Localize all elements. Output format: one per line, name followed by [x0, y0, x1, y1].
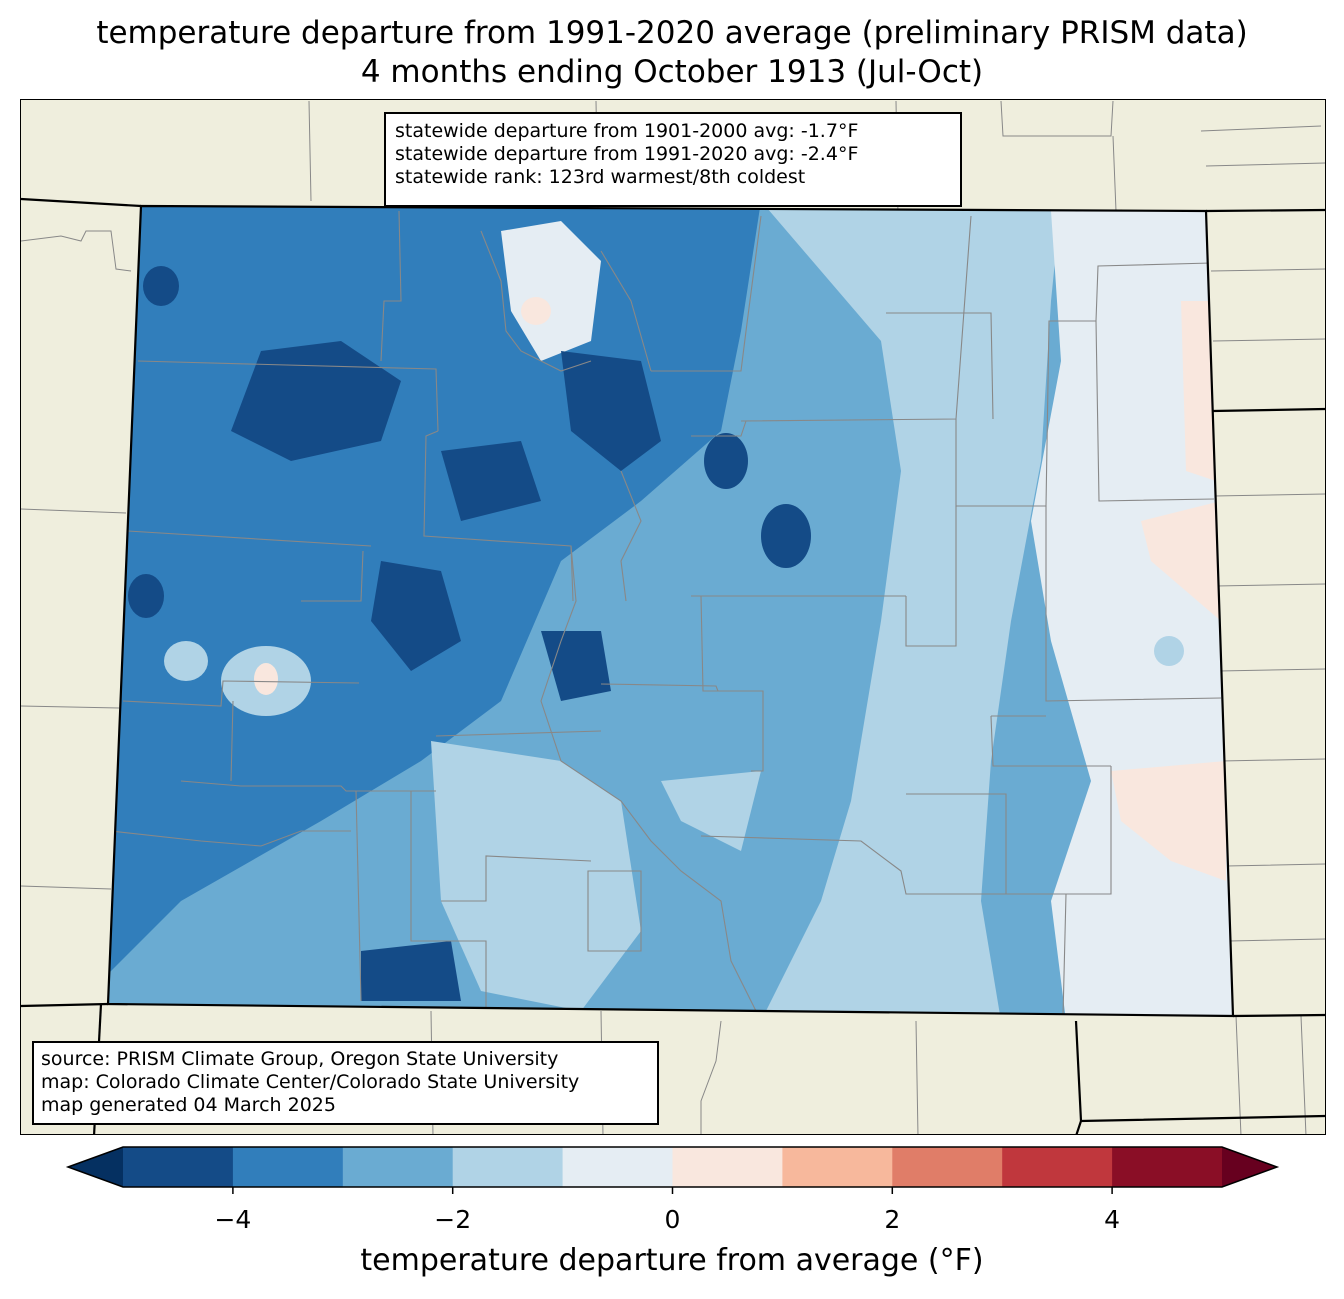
colorbar-bin-1: [232, 1147, 344, 1187]
colorbar-bin-2: [342, 1147, 454, 1187]
colorbar-under-arrow: [68, 1147, 123, 1187]
colorbar-bin-3: [452, 1147, 564, 1187]
colorado-map: [21, 100, 1325, 1134]
map-subtitle: 4 months ending October 1913 (Jul-Oct): [360, 54, 984, 90]
colorbar-tick-label: 2: [884, 1205, 901, 1234]
colorbar-bin-0: [123, 1147, 234, 1187]
colorbar-bin-8: [1002, 1147, 1113, 1187]
colorbar-outline: [65, 1146, 1280, 1188]
colorbar-bin-7: [892, 1147, 1003, 1187]
colorado-county-lines: [110, 210, 1222, 1016]
colorbar-bin-4: [562, 1147, 673, 1187]
stats-line-1991-2020: statewide departure from 1991-2020 avg: …: [395, 143, 859, 165]
credits-map: map: Colorado Climate Center/Colorado St…: [41, 1071, 580, 1093]
stats-line-rank: statewide rank: 123rd warmest/8th coldes…: [395, 166, 806, 188]
credits-source: source: PRISM Climate Group, Oregon Stat…: [41, 1048, 559, 1070]
colorbar-bin-9: [1112, 1147, 1223, 1187]
colorbar-over-arrow: [1222, 1147, 1277, 1187]
stats-line-1901-2000: statewide departure from 1901-2000 avg: …: [395, 120, 859, 142]
colorbar-label: temperature departure from average (°F): [360, 1243, 984, 1278]
colorbar-tick-label: −4: [214, 1205, 252, 1234]
credits-generated: map generated 04 March 2025: [41, 1094, 336, 1116]
neighbor-state-borders: [21, 197, 1325, 1134]
statewide-stats-box: statewide departure from 1901-2000 avg: …: [384, 112, 962, 207]
colorbar-bin-5: [672, 1147, 783, 1187]
map-title: temperature departure from 1991-2020 ave…: [96, 15, 1248, 51]
map-panel: [20, 99, 1326, 1135]
colorbar-bin-6: [782, 1147, 893, 1187]
colorbar-tick-label: 4: [1104, 1205, 1121, 1234]
credits-box: source: PRISM Climate Group, Oregon Stat…: [32, 1041, 659, 1125]
colorbar-tick-label: 0: [664, 1205, 681, 1234]
colorbar: [65, 1146, 1280, 1194]
temperature-field: [108, 206, 1233, 1016]
colorbar-tick-label: −2: [434, 1205, 472, 1234]
